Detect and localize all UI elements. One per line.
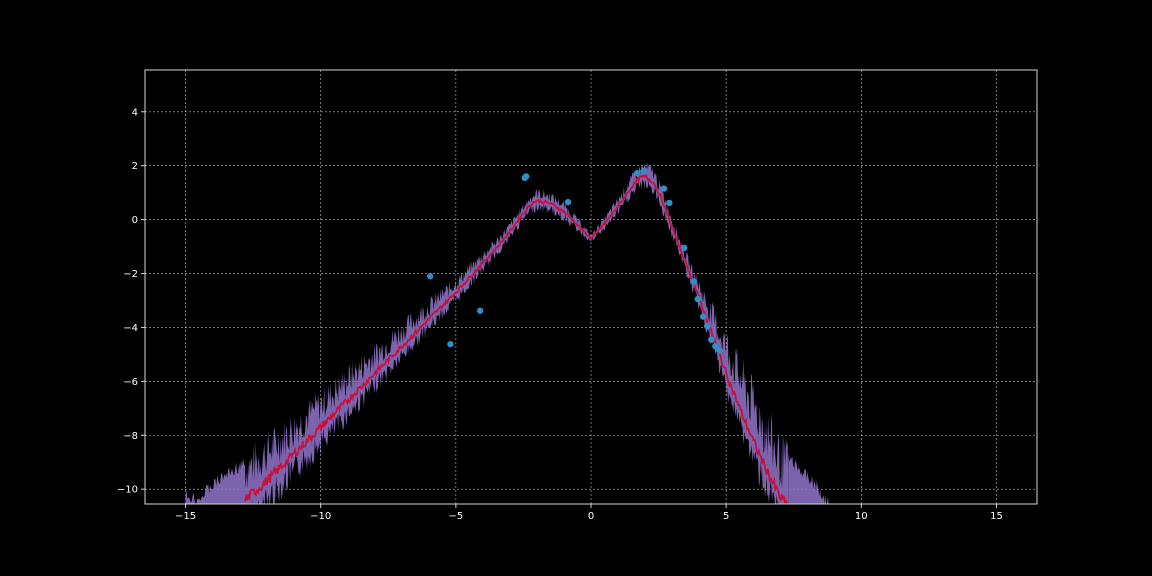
- data-point: [640, 167, 647, 175]
- x-tick-label: 10: [855, 511, 868, 522]
- x-tick-label: −15: [175, 511, 196, 522]
- x-tick-label: 15: [990, 511, 1003, 522]
- data-point: [712, 343, 719, 350]
- y-tick-label: −4: [123, 323, 138, 334]
- y-tick-label: −10: [117, 485, 138, 496]
- data-point: [690, 278, 697, 285]
- data-point: [666, 199, 673, 207]
- x-tick-label: 0: [588, 511, 594, 522]
- x-tick-label: −5: [448, 511, 463, 522]
- y-tick-label: −6: [123, 377, 138, 388]
- uncertainty-band: [185, 161, 829, 504]
- y-axis-ticks: −10 −8 −6 −4 −2 0 2 4: [117, 107, 145, 496]
- data-point: [426, 273, 434, 280]
- data-point: [447, 340, 454, 348]
- x-tick-label: −10: [310, 511, 331, 522]
- band-area: [245, 161, 789, 504]
- data-point: [694, 295, 701, 303]
- mean-line: [244, 174, 788, 504]
- data-point: [681, 244, 688, 252]
- y-tick-label: 2: [132, 161, 138, 172]
- observed-points: [426, 167, 723, 354]
- data-point: [699, 313, 707, 320]
- data-point: [704, 322, 711, 330]
- grid-lines: [145, 70, 1037, 504]
- data-point: [476, 307, 484, 314]
- band-tail-right: [788, 452, 829, 504]
- data-point: [522, 173, 530, 180]
- y-tick-label: 4: [132, 107, 138, 118]
- band-tail-left: [185, 458, 245, 504]
- y-tick-label: −8: [123, 431, 138, 442]
- data-point: [564, 198, 572, 206]
- y-tick-label: 0: [132, 215, 138, 226]
- data-point: [633, 170, 641, 177]
- data-point: [660, 185, 668, 192]
- data-point: [716, 347, 723, 354]
- y-tick-label: −2: [123, 269, 138, 280]
- data-point: [708, 336, 715, 343]
- x-axis-ticks: −15 −10 −5 0 5 10 15: [175, 504, 1003, 522]
- mean-line-path: [244, 174, 788, 504]
- x-tick-label: 5: [723, 511, 729, 522]
